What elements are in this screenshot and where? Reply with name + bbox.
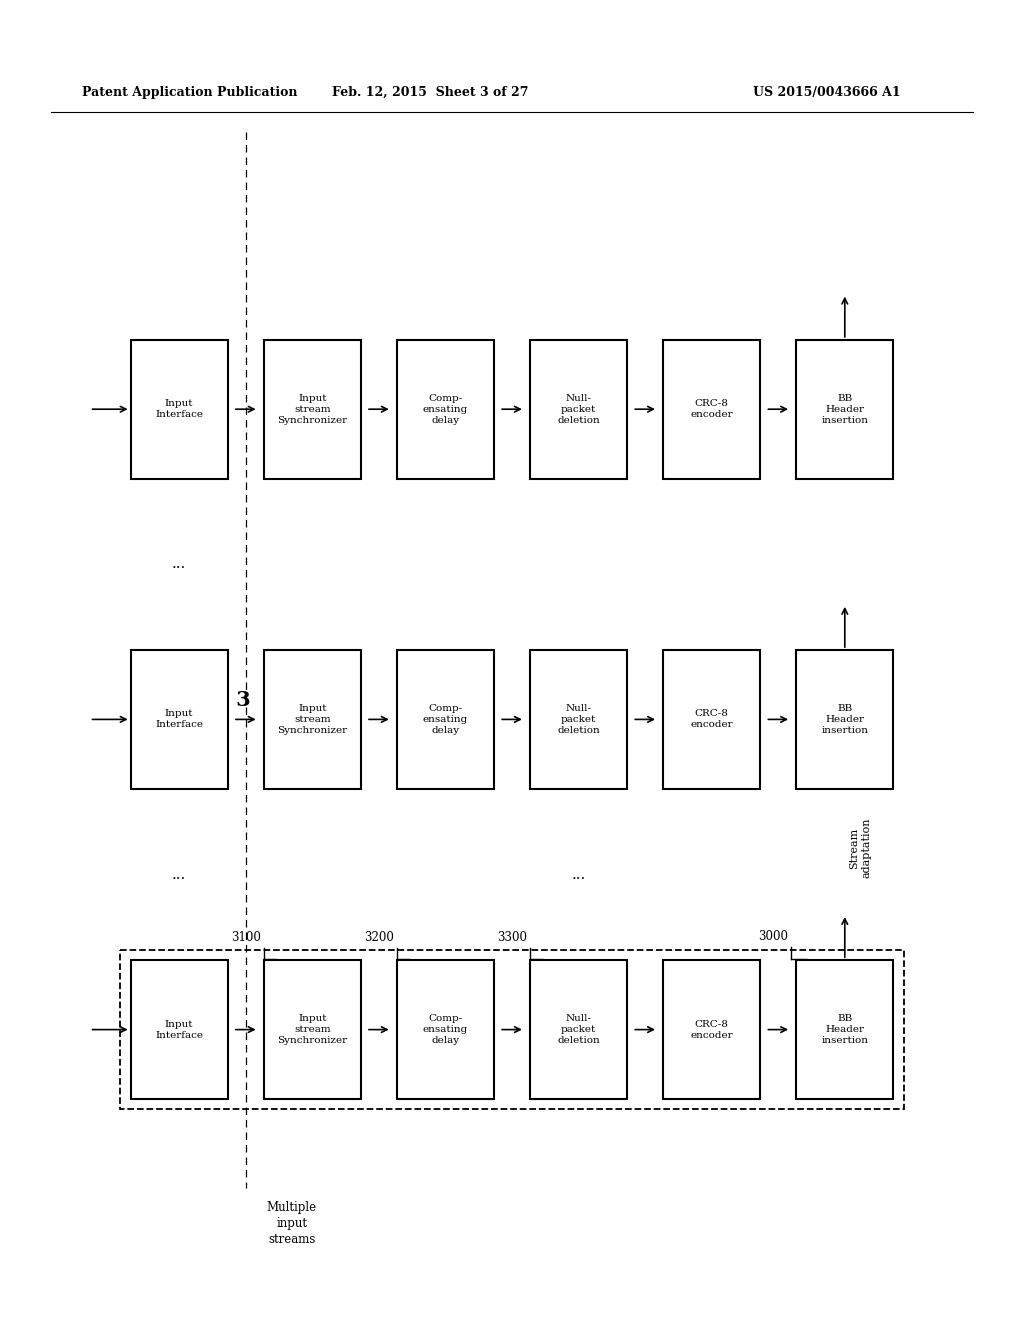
Bar <box>397 339 495 479</box>
Text: CRC-8
encoder: CRC-8 encoder <box>690 1019 733 1040</box>
Text: 3100: 3100 <box>230 932 260 945</box>
Text: 3300: 3300 <box>497 932 526 945</box>
Bar <box>530 651 627 789</box>
Bar <box>264 651 361 789</box>
Bar <box>264 961 361 1098</box>
Bar <box>664 339 760 479</box>
Bar <box>797 651 893 789</box>
Bar <box>131 961 227 1098</box>
Text: Multiple
input
streams: Multiple input streams <box>267 1201 316 1246</box>
Bar <box>131 651 227 789</box>
Text: 3000: 3000 <box>758 931 788 944</box>
Bar <box>397 961 495 1098</box>
Text: BB
Header
insertion: BB Header insertion <box>821 393 868 425</box>
Text: Input
Interface: Input Interface <box>156 709 203 730</box>
Text: US 2015/0043666 A1: US 2015/0043666 A1 <box>754 86 901 99</box>
Text: Input
stream
Synchronizer: Input stream Synchronizer <box>278 704 347 735</box>
Bar <box>797 339 893 479</box>
Text: Feb. 12, 2015  Sheet 3 of 27: Feb. 12, 2015 Sheet 3 of 27 <box>332 86 528 99</box>
Text: Comp-
ensating
delay: Comp- ensating delay <box>423 393 468 425</box>
Bar <box>121 950 903 1109</box>
Text: Null-
packet
deletion: Null- packet deletion <box>557 1014 600 1045</box>
Bar <box>530 339 627 479</box>
Text: ...: ... <box>172 557 186 572</box>
Text: 3200: 3200 <box>364 932 393 945</box>
Text: ...: ... <box>571 867 586 882</box>
Text: Input
Interface: Input Interface <box>156 1019 203 1040</box>
Text: BB
Header
insertion: BB Header insertion <box>821 704 868 735</box>
Text: Null-
packet
deletion: Null- packet deletion <box>557 704 600 735</box>
Text: Stream
adaptation: Stream adaptation <box>849 818 871 878</box>
Bar <box>664 961 760 1098</box>
Bar <box>797 961 893 1098</box>
Text: Input
Interface: Input Interface <box>156 399 203 420</box>
Text: FIG. 3: FIG. 3 <box>179 689 251 710</box>
Text: Input
stream
Synchronizer: Input stream Synchronizer <box>278 393 347 425</box>
Text: Comp-
ensating
delay: Comp- ensating delay <box>423 1014 468 1045</box>
Text: CRC-8
encoder: CRC-8 encoder <box>690 399 733 420</box>
Text: BB
Header
insertion: BB Header insertion <box>821 1014 868 1045</box>
Text: ...: ... <box>172 867 186 882</box>
Text: Null-
packet
deletion: Null- packet deletion <box>557 393 600 425</box>
Bar <box>530 961 627 1098</box>
Text: Comp-
ensating
delay: Comp- ensating delay <box>423 704 468 735</box>
Bar <box>264 339 361 479</box>
Text: Patent Application Publication: Patent Application Publication <box>82 86 297 99</box>
Text: CRC-8
encoder: CRC-8 encoder <box>690 709 733 730</box>
Bar <box>397 651 495 789</box>
Bar <box>664 651 760 789</box>
Text: Input
stream
Synchronizer: Input stream Synchronizer <box>278 1014 347 1045</box>
Bar <box>131 339 227 479</box>
